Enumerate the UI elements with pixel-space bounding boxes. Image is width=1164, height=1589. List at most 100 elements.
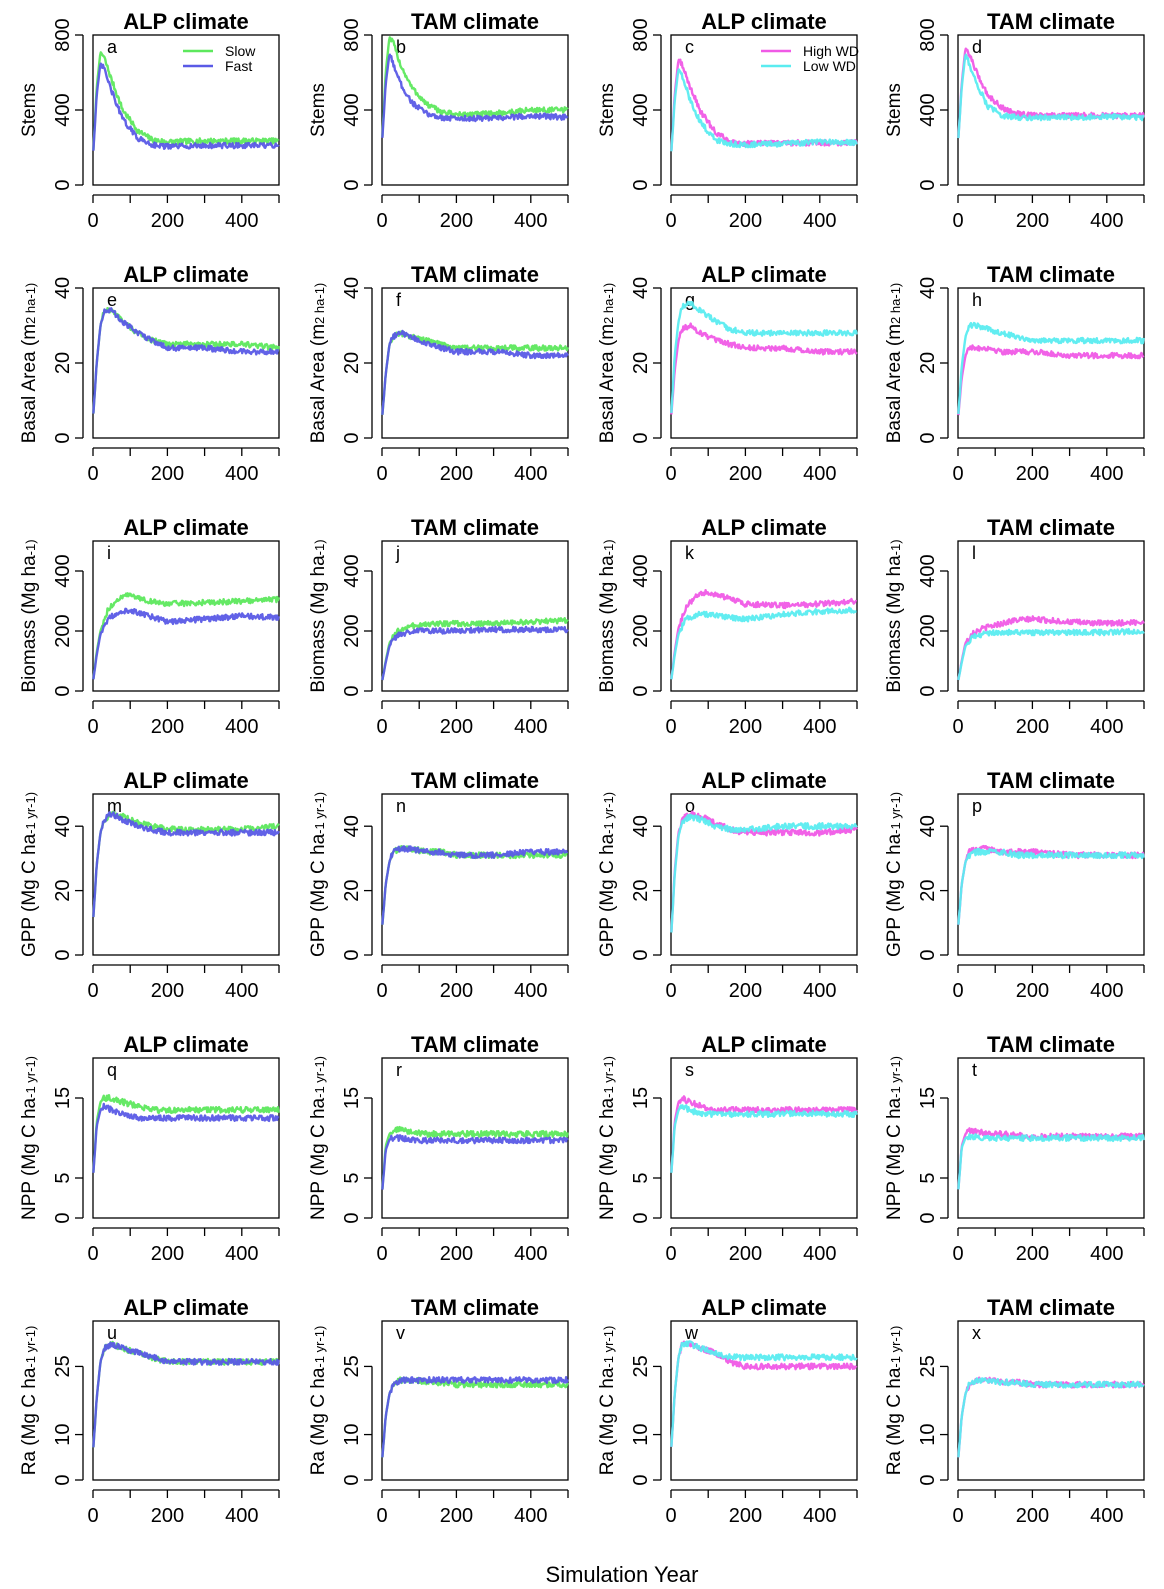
y-axis-title: Ra (Mg C ha-1 yr-1): [884, 1326, 905, 1476]
x-tick-label: 400: [225, 1243, 258, 1265]
panel-f: TAM climate f 0 200 400 0 20 40 Basal Area (m2 h…: [308, 262, 569, 485]
y-tick-label: 800: [52, 18, 74, 51]
panel-c: ALP climate c 0 200 400 0 400 800 Stems High WDLo…: [597, 9, 859, 232]
y-tick-label: 15: [341, 1087, 363, 1109]
y-tick-label: 5: [341, 1172, 363, 1183]
panel-label: f: [396, 290, 402, 310]
y-axis-title: NPP (Mg C ha-1 yr-1): [884, 1056, 905, 1220]
x-tick-label: 200: [151, 1243, 184, 1265]
series-line-fast: [381, 845, 569, 925]
x-tick-label: 200: [151, 210, 184, 232]
y-tick-label: 25: [630, 1355, 652, 1377]
x-tick-label: 200: [151, 980, 184, 1002]
series-line-high-wd: [957, 344, 1145, 416]
panel-label: h: [972, 290, 982, 310]
panel-label: d: [972, 37, 982, 57]
series-line-slow: [381, 617, 569, 681]
x-tick-label: 400: [1090, 1243, 1123, 1265]
y-axis-title: NPP (Mg C ha-1 yr-1): [19, 1056, 40, 1220]
x-tick-label: 0: [87, 210, 98, 232]
x-tick-label: 400: [1090, 716, 1123, 738]
panel-title: ALP climate: [123, 262, 249, 287]
y-tick-label: 0: [917, 685, 939, 696]
y-axis-title: Biomass (Mg ha-1): [308, 539, 329, 692]
panel-label: q: [107, 1060, 117, 1080]
series-line-low-wd: [670, 1104, 858, 1173]
series-line-low-wd: [957, 1133, 1145, 1190]
panel-title: ALP climate: [123, 1295, 249, 1320]
panel-r: TAM climate r 0 200 400 0 5 15 NPP (Mg C ha-1 yr…: [308, 1032, 569, 1265]
x-tick-label: 0: [952, 980, 963, 1002]
plot-frame: [381, 1320, 569, 1481]
y-tick-label: 20: [341, 879, 363, 901]
y-tick-label: 800: [341, 18, 363, 51]
panel-title: TAM climate: [411, 9, 539, 34]
panel-title: TAM climate: [411, 262, 539, 287]
x-tick-label: 400: [514, 980, 547, 1002]
y-tick-label: 40: [630, 277, 652, 299]
y-axis-title: Ra (Mg C ha-1 yr-1): [308, 1326, 329, 1476]
y-tick-label: 400: [341, 93, 363, 126]
y-tick-label: 40: [52, 815, 74, 837]
x-axis-title: Simulation Year: [546, 1562, 699, 1587]
x-tick-label: 400: [1090, 210, 1123, 232]
x-tick-label: 400: [514, 463, 547, 485]
x-tick-label: 200: [729, 1505, 762, 1527]
y-tick-label: 400: [52, 93, 74, 126]
y-tick-label: 25: [917, 1355, 939, 1377]
y-tick-label: 400: [917, 554, 939, 587]
y-tick-label: 40: [917, 815, 939, 837]
series-line-fast: [92, 1341, 280, 1448]
y-tick-label: 20: [341, 352, 363, 374]
panel-title: TAM climate: [411, 1032, 539, 1057]
x-tick-label: 0: [376, 980, 387, 1002]
y-tick-label: 20: [630, 352, 652, 374]
y-tick-label: 0: [341, 949, 363, 960]
panel-title: TAM climate: [987, 262, 1115, 287]
x-tick-label: 200: [1016, 463, 1049, 485]
x-tick-label: 400: [225, 716, 258, 738]
x-tick-label: 400: [1090, 1505, 1123, 1527]
plot-frame: [381, 1057, 569, 1219]
panel-label: u: [107, 1323, 117, 1343]
y-tick-label: 40: [630, 815, 652, 837]
panel-title: ALP climate: [123, 515, 249, 540]
legend-label: Fast: [225, 58, 252, 74]
panel-title: ALP climate: [701, 1295, 827, 1320]
plot-frame: [381, 540, 569, 692]
y-axis-title: Ra (Mg C ha-1 yr-1): [19, 1326, 40, 1476]
x-tick-label: 0: [665, 1505, 676, 1527]
x-tick-label: 0: [665, 463, 676, 485]
plot-frame: [670, 793, 858, 956]
series-line-slow: [92, 592, 280, 680]
plot-frame: [957, 793, 1145, 956]
x-tick-label: 400: [225, 1505, 258, 1527]
y-axis-title: Biomass (Mg ha-1): [884, 539, 905, 692]
panel-title: ALP climate: [701, 768, 827, 793]
y-axis-title: Stems: [597, 83, 618, 137]
panel-title: ALP climate: [701, 1032, 827, 1057]
panel-title: ALP climate: [701, 262, 827, 287]
y-tick-label: 0: [52, 1212, 74, 1223]
x-tick-label: 400: [803, 1243, 836, 1265]
series-line-fast: [92, 1102, 280, 1173]
plot-frame: [957, 1320, 1145, 1481]
y-tick-label: 20: [917, 879, 939, 901]
panel-label: e: [107, 290, 117, 310]
plot-frame: [92, 540, 280, 692]
plot-frame: [670, 1057, 858, 1219]
x-tick-label: 0: [952, 1505, 963, 1527]
series-line-slow: [92, 307, 280, 414]
y-axis-title: GPP (Mg C ha-1 yr-1): [884, 792, 905, 957]
panel-q: ALP climate q 0 200 400 0 5 15 NPP (Mg C ha-1 yr…: [19, 1032, 280, 1265]
panel-title: ALP climate: [123, 1032, 249, 1057]
y-tick-label: 40: [341, 277, 363, 299]
series-line-low-wd: [957, 321, 1145, 415]
plot-frame: [670, 1320, 858, 1481]
panel-label: w: [684, 1323, 699, 1343]
panel-u: ALP climate u 0 200 400 0 10 25 Ra (Mg C ha-1 yr…: [19, 1295, 280, 1527]
series-line-fast: [381, 53, 569, 138]
plot-frame: [381, 287, 569, 439]
